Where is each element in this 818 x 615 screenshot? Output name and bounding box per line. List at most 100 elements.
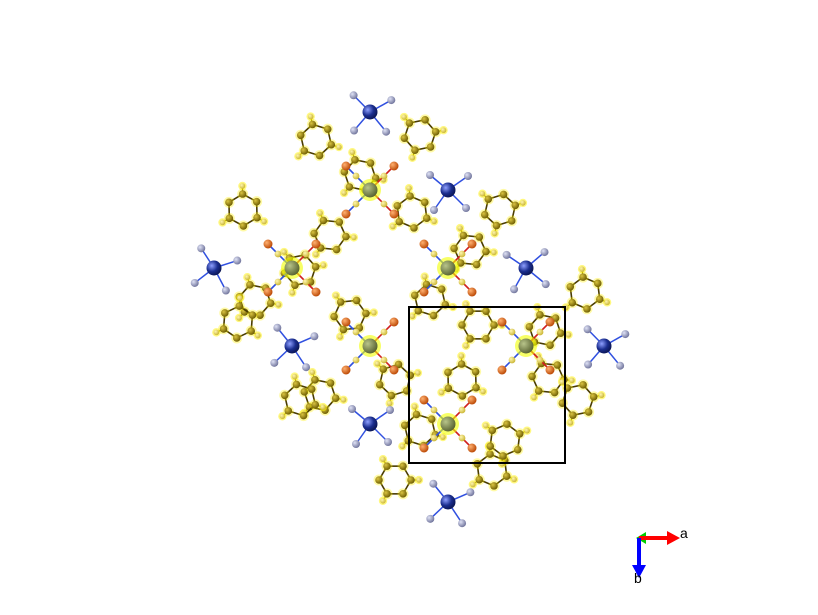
ammonium-cation-layer (190, 91, 630, 528)
carbon-atom (300, 147, 309, 155)
carbon-atom (256, 311, 264, 319)
ammonium-hydrogen (583, 325, 592, 334)
carbon-atom (335, 218, 344, 226)
hydrogen-atom (409, 313, 416, 320)
hydrogen-atom (386, 400, 393, 407)
metal-atom (284, 260, 300, 276)
carbon-atom (351, 156, 359, 164)
carbon-atom (235, 302, 244, 310)
oxygen-atom (341, 161, 351, 171)
carbon-atom (246, 281, 254, 289)
axis-b-arrowhead (632, 565, 646, 578)
hydrogen-atom (409, 154, 416, 161)
carbon-atom (525, 323, 534, 331)
hydrogen-atom (291, 373, 298, 380)
hydrogen-atom (313, 251, 319, 258)
ammonium-hydrogen (233, 256, 242, 265)
hydrogen-atom (559, 379, 565, 385)
oxygen-atom (263, 239, 273, 249)
carbon-atom (292, 380, 301, 389)
oxygen-atom (311, 287, 321, 297)
hydrogen-atom (337, 334, 343, 340)
carbon-atom (414, 307, 423, 315)
hydrogen-atom (565, 331, 572, 338)
hydrogen-atom (458, 278, 466, 286)
carbon-atom (550, 388, 559, 397)
carbon-atom (352, 296, 361, 305)
carbon-atom (375, 380, 384, 389)
hydrogen-atom (239, 183, 246, 189)
aromatic-ring (388, 183, 439, 234)
hydrogen-atom (349, 149, 356, 156)
hydrogen-atom (295, 153, 302, 160)
aromatic-ring (373, 358, 423, 408)
carbon-atom (345, 183, 354, 191)
carbon-atom (499, 190, 508, 199)
carbon-atom (475, 475, 484, 484)
ammonium-cation (348, 405, 394, 448)
carbon-atom (238, 190, 247, 198)
hydrogen-atom (491, 230, 498, 237)
hydrogen-atom (317, 210, 323, 216)
hydrogen-atom (511, 476, 517, 483)
carbon-atom (444, 368, 452, 377)
carbon-atom (566, 282, 575, 291)
hydrogen-atom (531, 394, 537, 401)
hydrogen-atom (604, 299, 610, 306)
ammonium-hydrogen (502, 250, 511, 259)
hydrogen-atom (275, 301, 282, 308)
hydrogen-atom (508, 356, 516, 364)
carbon-atom (332, 245, 341, 254)
ammonium-hydrogen (386, 406, 394, 414)
carbon-atom (319, 216, 328, 225)
ammonium-nitrogen (206, 260, 222, 276)
hydrogen-atom (569, 377, 575, 384)
carbon-atom (393, 201, 402, 210)
carbon-atom (492, 221, 501, 230)
hydrogen-atom (380, 172, 388, 180)
carbon-atom (427, 415, 436, 423)
carbon-atom (291, 281, 299, 289)
hydrogen-atom (274, 278, 282, 286)
oxygen-atom (497, 317, 507, 327)
hydrogen-atom (536, 328, 544, 336)
hydrogen-atom (458, 353, 465, 359)
oxygen-atom (545, 317, 555, 327)
metal-atom (518, 338, 534, 354)
carbon-atom (326, 379, 335, 387)
carbon-atom (421, 116, 429, 124)
hydrogen-atom (236, 315, 242, 321)
carbon-atom (486, 450, 494, 458)
hydrogen-atom (279, 413, 286, 420)
hydrogen-atom (520, 200, 526, 206)
oxygen-atom (341, 209, 351, 219)
carbon-atom (429, 311, 438, 320)
hydrogen-atom (430, 250, 438, 258)
axis-triad[interactable]: a b (632, 525, 688, 586)
hydrogen-atom (380, 456, 386, 463)
carbon-atom (375, 476, 383, 484)
ammonium-cation (190, 244, 242, 295)
hydrogen-atom (411, 403, 418, 410)
hydrogen-atom (309, 369, 316, 376)
carbon-atom (528, 372, 536, 381)
hydrogen-atom (302, 250, 310, 258)
ammonium-hydrogen (540, 248, 549, 257)
carbon-atom (311, 400, 320, 409)
carbon-atom (410, 224, 418, 232)
ammonium-hydrogen (197, 244, 206, 253)
carbon-atom (315, 151, 324, 160)
hydrogen-atom (261, 218, 267, 225)
hydrogen-atom (380, 328, 388, 336)
axis-a-label: a (680, 525, 688, 541)
axis-b-label: b (634, 570, 642, 586)
ammonium-cation (502, 248, 550, 294)
carbon-atom (307, 385, 316, 393)
aromatic-ring (561, 264, 612, 315)
carbon-atom (511, 201, 520, 210)
carbon-atom (546, 341, 554, 349)
carbon-atom (507, 217, 516, 225)
ammonium-nitrogen (284, 338, 300, 354)
ammonium-hydrogen (273, 323, 282, 332)
